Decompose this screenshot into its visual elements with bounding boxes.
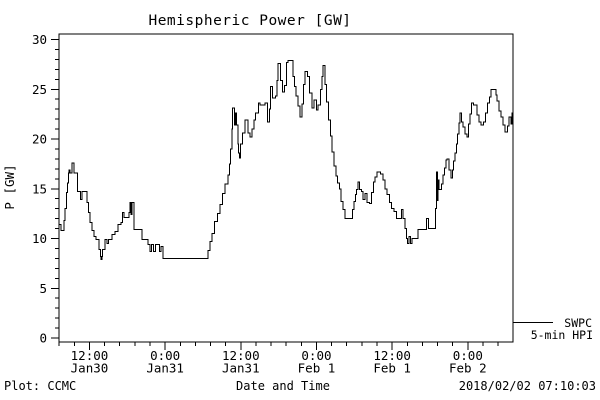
legend-label-swpc: SWPC: [564, 316, 592, 330]
y-tick-label: 25: [32, 82, 47, 97]
legend-label-5min-hpi: 5-min HPI: [531, 328, 593, 342]
y-tick-label: 15: [32, 181, 47, 196]
footer-plot-source: Plot: CCMC: [4, 379, 76, 393]
x-tick-date-label: Jan31: [222, 361, 260, 376]
y-axis-ticks: [51, 39, 59, 339]
footer-timestamp: 2018/02/02 07:10:03: [459, 379, 596, 393]
y-tick-label: 30: [32, 32, 47, 47]
x-tick-date-label: Feb 1: [373, 361, 411, 376]
x-tick-time-label: 12:00: [222, 348, 260, 363]
x-axis-ticks: [58, 342, 499, 350]
y-tick-label: 5: [39, 281, 47, 296]
chart-title: Hemispheric Power [GW]: [148, 13, 351, 29]
x-axis-label: Date and Time: [236, 379, 330, 393]
x-tick-time-label: 0:00: [301, 348, 331, 363]
x-tick-date-label: Feb 2: [449, 361, 487, 376]
y-tick-label: 20: [32, 132, 47, 147]
x-tick-time-label: 12:00: [71, 348, 109, 363]
x-tick-time-label: 0:00: [453, 348, 483, 363]
y-axis-tick-labels: 0 5 10 15 20 25 30: [32, 32, 47, 346]
x-tick-date-label: Jan31: [146, 361, 184, 376]
y-tick-label: 0: [39, 331, 47, 346]
x-tick-date-label: Jan30: [71, 361, 109, 376]
x-tick-time-label: 12:00: [373, 348, 411, 363]
hpi-data-line: [59, 59, 513, 260]
x-tick-time-label: 0:00: [150, 348, 180, 363]
y-tick-label: 10: [32, 231, 47, 246]
x-tick-date-label: Feb 1: [298, 361, 336, 376]
y-axis-label: P [GW]: [2, 164, 17, 209]
